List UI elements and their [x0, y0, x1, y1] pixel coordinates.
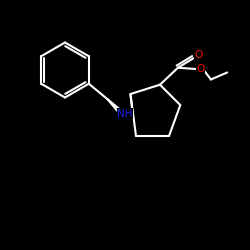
Text: O: O — [195, 50, 203, 60]
Text: NH: NH — [117, 109, 133, 119]
Text: O: O — [196, 64, 205, 74]
